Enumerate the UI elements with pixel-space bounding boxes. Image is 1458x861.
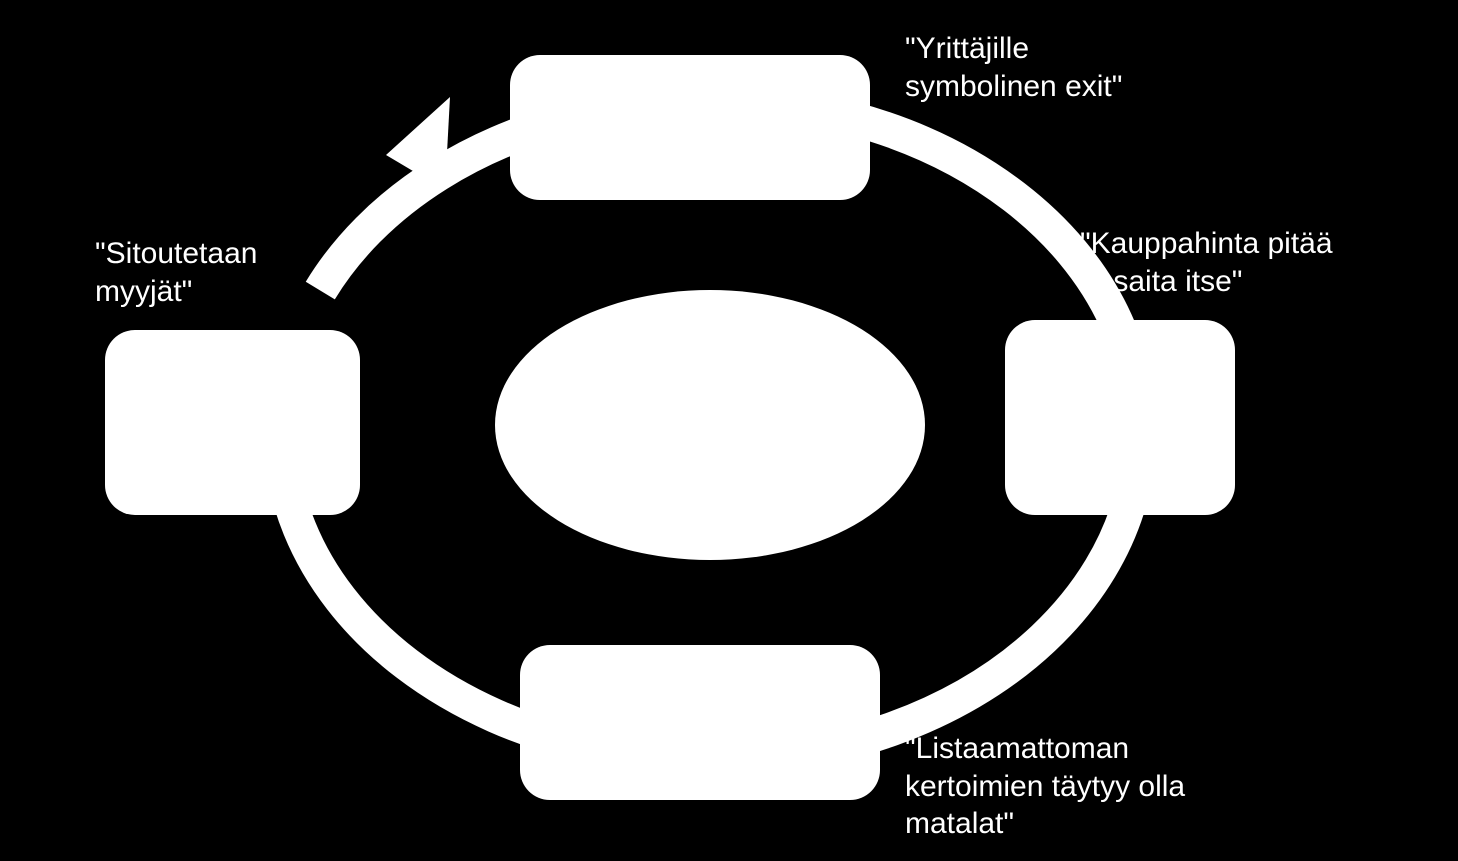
node-bottom	[520, 645, 880, 800]
node-right	[1005, 320, 1235, 515]
diagram-shapes	[0, 0, 1458, 861]
node-left	[105, 330, 360, 515]
node-top	[510, 55, 870, 200]
center-ellipse	[495, 290, 925, 560]
diagram-canvas: "Yrittäjille symbolinen exit""Kauppahint…	[0, 0, 1458, 861]
